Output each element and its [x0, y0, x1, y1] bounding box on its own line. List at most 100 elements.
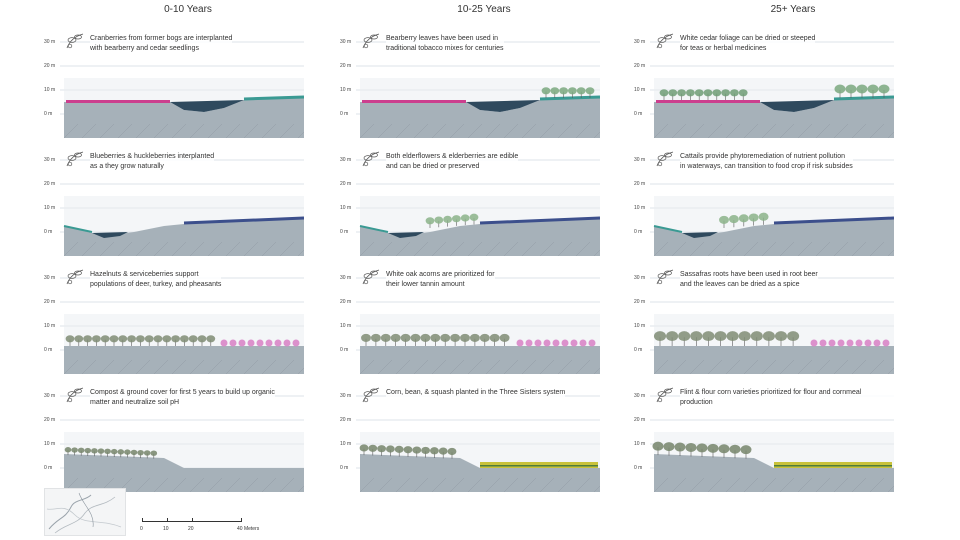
section-drawing: [60, 41, 304, 139]
soil-hatch: [815, 477, 831, 493]
soil-hatch: [707, 477, 723, 493]
hazelnut-tree: [762, 331, 775, 342]
section-panel: 30 m 20 m 10 m 0 m White oak acorns are prio…: [340, 264, 600, 376]
soil-hatch: [689, 359, 705, 375]
caption-line-1: Compost & ground cover for first 5 years…: [90, 389, 275, 396]
wetland-edge: [653, 225, 683, 233]
ground-section: [64, 218, 304, 256]
serviceberry-shrub: [256, 339, 264, 347]
soil-hatch: [243, 359, 259, 375]
soil-hatch: [653, 241, 669, 257]
caption-line-2: for teas or herbal medicines: [680, 45, 767, 52]
scale-label-0: 0: [140, 526, 143, 532]
caption-line-1: Flint & flour corn varieties prioritized…: [680, 389, 862, 406]
scale-bar: 0 10 20 40 Meters: [140, 518, 280, 536]
soil-hatch: [395, 123, 411, 139]
soil-hatch: [189, 477, 205, 493]
soil-hatch: [761, 123, 777, 139]
elevation-label: 20 m: [634, 63, 646, 69]
tree-canopy: [77, 447, 85, 453]
caption-line-2: in waterways, can transition to food cro…: [680, 163, 853, 170]
soil-hatch: [431, 241, 447, 257]
soil-hatch: [135, 241, 151, 257]
soil-hatch: [593, 367, 600, 375]
ground-section: [360, 98, 600, 138]
bearberry-groundcover: [243, 95, 304, 101]
hazelnut-tree: [92, 335, 101, 343]
caption-line-1: Hazelnuts & serviceberries support: [90, 271, 199, 278]
soil-hatch: [359, 241, 375, 257]
soil-hatch: [539, 123, 555, 139]
section-drawing: [650, 159, 894, 257]
elevation-label: 30 m: [634, 275, 646, 281]
tree-canopy: [150, 450, 158, 456]
elevation-label: 10 m: [634, 441, 646, 447]
hazelnut-tree: [83, 335, 92, 343]
soil-hatch: [467, 359, 483, 375]
soil-hatch: [779, 123, 795, 139]
cranberry-icon: [64, 30, 86, 52]
elevation-label: 20 m: [44, 181, 56, 187]
soil-hatch: [243, 477, 259, 493]
soil-hatch: [99, 241, 115, 257]
section-drawing: [356, 41, 600, 139]
soil-hatch: [135, 359, 151, 375]
elderberry-shrub: [434, 216, 444, 224]
soil-hatch: [887, 485, 894, 493]
tree-canopy: [729, 444, 741, 454]
soil-hatch: [653, 123, 669, 139]
soil-hatch: [413, 123, 429, 139]
elevation-label: 0 m: [44, 229, 53, 235]
soil-hatch: [297, 485, 304, 493]
elevation-label: 10 m: [44, 323, 56, 329]
soil-hatch: [653, 477, 669, 493]
soil-hatch: [539, 359, 555, 375]
soil-hatch: [189, 241, 205, 257]
hazelnut-tree: [188, 335, 198, 343]
soil-hatch: [557, 477, 573, 493]
site-key-map: [44, 488, 126, 536]
section-panel: 30 m 20 m 10 m 0 m Blueberries & huckleberri…: [44, 146, 304, 258]
tree-canopy: [368, 444, 378, 452]
soil-hatch: [833, 241, 849, 257]
elevation-label: 0 m: [634, 347, 643, 353]
soil-hatch: [743, 359, 759, 375]
elevation-label: 0 m: [44, 347, 53, 353]
serviceberry-shrub: [855, 339, 863, 347]
section-drawing: [60, 277, 304, 375]
caption-line-1: Blueberries & huckleberries interplanted: [90, 153, 215, 160]
soil-hatch: [815, 359, 831, 375]
soil-hatch: [81, 123, 97, 139]
cedar-icon: [654, 30, 676, 52]
elevation-label: 0 m: [44, 465, 53, 471]
tree-canopy: [377, 445, 386, 453]
tree-canopy: [394, 445, 404, 453]
section-panel: 30 m 20 m 10 m 0 m Bearberry leaves have bee…: [340, 28, 600, 140]
caption-line-1: White cedar foliage can be dried or stee…: [680, 35, 816, 42]
soil-hatch: [797, 123, 813, 139]
elevation-label: 30 m: [634, 393, 646, 399]
caption-line-2: matter and neutralize soil pH: [90, 399, 180, 406]
caption-text: Hazelnuts & serviceberries support popula…: [90, 270, 222, 290]
soil-hatch: [743, 123, 759, 139]
hazelnut-tree: [787, 331, 800, 342]
soil-hatch: [395, 477, 411, 493]
soil-hatch: [503, 241, 519, 257]
ground-section: [360, 218, 600, 256]
elevation-label: 10 m: [44, 87, 56, 93]
elevation-label: 30 m: [340, 393, 352, 399]
soil-hatch: [153, 477, 169, 493]
white-cedar: [659, 89, 669, 97]
section-drawing: [650, 277, 894, 375]
soil-hatch: [413, 477, 429, 493]
hazelnut-tree: [469, 333, 480, 342]
hazelnut-tree: [750, 331, 763, 342]
tree-canopy: [130, 449, 138, 456]
section-drawing: [650, 395, 894, 493]
ground-section: [64, 346, 304, 374]
elevation-label: 30 m: [44, 39, 56, 45]
soil-hatch: [593, 131, 600, 139]
soil-hatch: [449, 241, 465, 257]
elevation-label: 30 m: [44, 393, 56, 399]
hazelnut-tree: [400, 333, 411, 342]
